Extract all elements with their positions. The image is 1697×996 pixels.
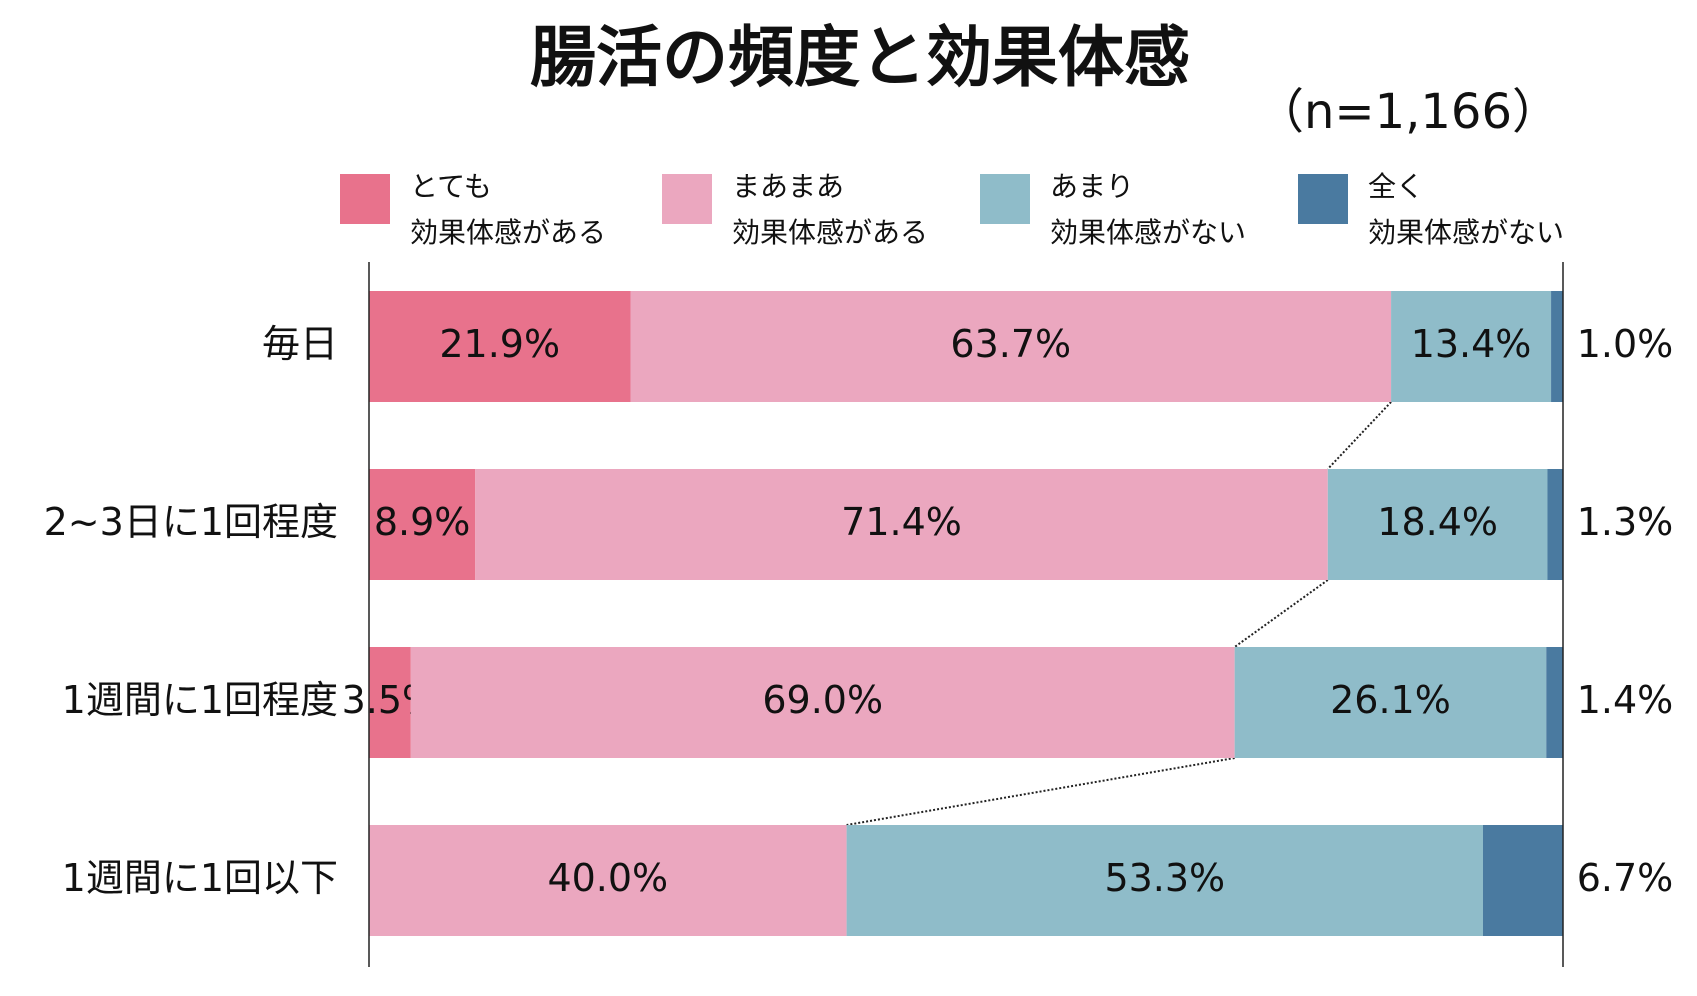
legend-swatch-4 [1298, 174, 1348, 224]
legend-swatch-3 [980, 174, 1030, 224]
chart-subtitle: （n=1,166） [1256, 84, 1560, 140]
category-label-2: 2~3日に1回程度 [44, 500, 338, 544]
category-labels: 毎日 2~3日に1回程度 1週間に1回程度 1週間に1回以下 [44, 322, 338, 900]
bar-3-segment-4 [1546, 647, 1563, 758]
legend-label-4-line-1: 全く [1368, 170, 1424, 203]
outside-labels: 1.0% 1.3% 1.4% 6.7% [1577, 322, 1674, 900]
bar-4-segment-3 [846, 825, 1484, 936]
bar-4-segment-4 [1483, 825, 1563, 936]
bar-1-segment-1 [369, 291, 631, 402]
chart-title: 腸活の頻度と効果体感 [530, 19, 1190, 96]
bar-4-segment-2 [369, 825, 847, 936]
legend-label-1-line-2: 効果体感がある [410, 216, 606, 249]
legend-label-2-line-1: まあまあ [732, 170, 844, 203]
legend-label-2-line-2: 効果体感がある [732, 216, 928, 249]
bars: 21.9% 63.7% 13.4%8.9% 71.4% 18.4%3.5% 69.0% 26… [342, 291, 1563, 936]
data-label-2-1: 8.9% [374, 500, 471, 544]
legend-swatch-2 [662, 174, 712, 224]
data-label-3-2: 69.0% [762, 678, 883, 722]
data-label-4-3: 53.3% [1104, 856, 1225, 900]
bar-2-segment-1 [369, 469, 476, 580]
data-label-1-1: 21.9% [439, 322, 560, 366]
data-label-1-2: 63.7% [950, 322, 1071, 366]
category-label-4: 1週間に1回以下 [62, 856, 338, 900]
data-label-2-4: 1.3% [1577, 500, 1674, 544]
data-label-3-3: 26.1% [1330, 678, 1451, 722]
legend-swatch-1 [340, 174, 390, 224]
data-label-3-4: 1.4% [1577, 678, 1674, 722]
bar-3-segment-3 [1234, 647, 1547, 758]
bar-2-segment-3 [1327, 469, 1548, 580]
data-label-2-2: 71.4% [841, 500, 962, 544]
bar-3-segment-1 [369, 647, 411, 758]
connector-line-3 [846, 757, 1235, 826]
legend-label-1-line-1: とても [410, 170, 492, 203]
legend-label-3-line-1: あまり [1050, 170, 1134, 203]
connector-line-2 [1234, 579, 1329, 648]
connector-line-1 [1327, 401, 1392, 470]
bar-2-segment-2 [475, 469, 1328, 580]
bar-3-segment-2 [410, 647, 1235, 758]
data-label-1-3: 13.4% [1411, 322, 1532, 366]
bar-1-segment-4 [1551, 291, 1563, 402]
category-label-3: 1週間に1回程度 [62, 678, 338, 722]
data-label-1-4: 1.0% [1577, 322, 1674, 366]
bar-1-segment-2 [630, 291, 1392, 402]
data-label-2-3: 18.4% [1377, 500, 1498, 544]
legend-label-4-line-2: 効果体感がない [1368, 216, 1564, 249]
legend-label-3-line-2: 効果体感がない [1050, 216, 1246, 249]
data-label-4-4: 6.7% [1577, 856, 1674, 900]
bar-1-segment-3 [1391, 291, 1552, 402]
bar-2-segment-4 [1547, 469, 1563, 580]
connector-lines [846, 401, 1392, 826]
category-label-1: 毎日 [262, 322, 338, 366]
data-label-4-2: 40.0% [547, 856, 668, 900]
